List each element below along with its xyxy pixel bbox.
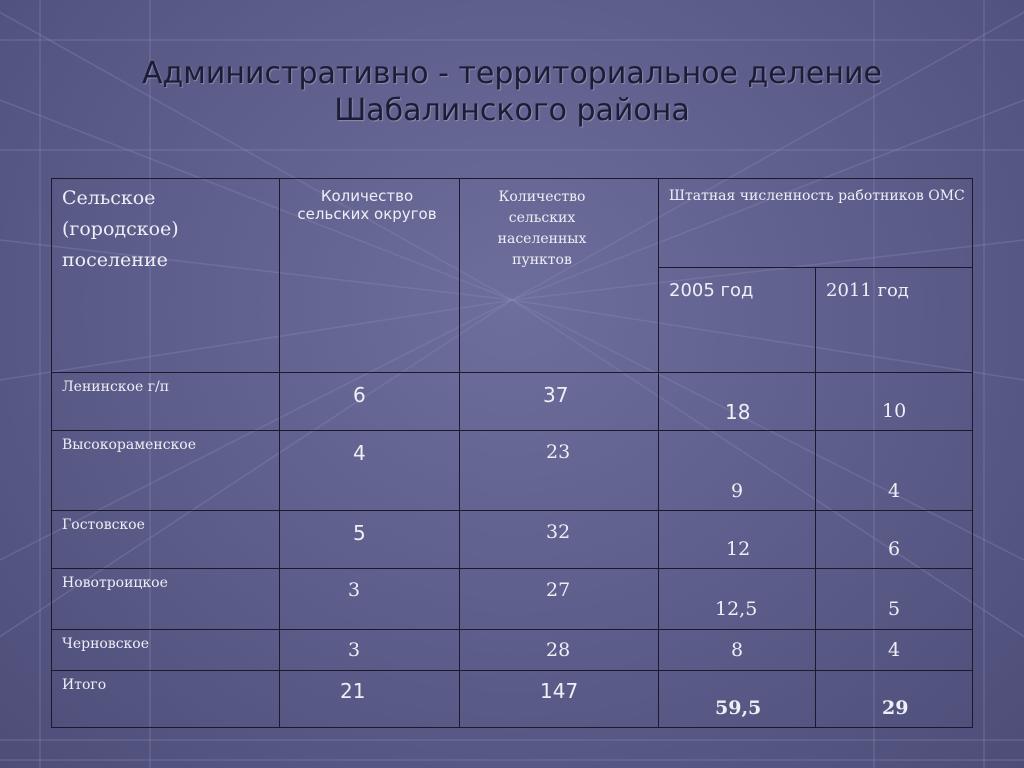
row-name: Гостовское: [51, 510, 280, 569]
y2005-value: 59,5: [715, 697, 762, 719]
y2011-value: 5: [888, 598, 901, 620]
row-districts: 5: [279, 510, 460, 569]
points-value: 23: [546, 441, 571, 463]
y2005-value: 8: [731, 639, 744, 661]
districts-value: 5: [353, 521, 366, 545]
row-2005: 8: [658, 629, 816, 671]
row-points: 23: [459, 430, 659, 511]
y2011-value: 6: [888, 538, 901, 560]
points-value: 32: [546, 521, 571, 543]
header-rural-districts: Количество сельских округов: [279, 178, 460, 373]
row-2005: 59,5: [658, 670, 816, 728]
districts-value: 3: [348, 639, 361, 661]
y2011-value: 4: [888, 480, 901, 502]
row-districts: 3: [279, 629, 460, 671]
districts-value: 3: [348, 579, 361, 601]
row-name: Новотроицкое: [51, 568, 280, 630]
y2011-value: 4: [888, 639, 901, 661]
districts-value: 6: [353, 383, 366, 407]
row-points: 32: [459, 510, 659, 569]
points-value: 28: [546, 639, 571, 661]
points-value: 37: [543, 383, 569, 407]
row-name: Ленинское г/п: [51, 372, 280, 431]
districts-value: 4: [353, 441, 366, 465]
row-2011: 5: [815, 568, 973, 630]
title-line-1: Административно - территориальное делени…: [142, 56, 882, 91]
row-points: 37: [459, 372, 659, 431]
y2005-value: 18: [725, 400, 751, 424]
y2005-value: 9: [731, 480, 744, 502]
points-value: 147: [540, 679, 579, 703]
y2011-value: 29: [882, 697, 909, 719]
row-points: 147: [459, 670, 659, 728]
y2011-value: 10: [882, 400, 907, 422]
y2005-value: 12: [726, 538, 751, 560]
row-name: Черновское: [51, 629, 280, 671]
row-districts: 3: [279, 568, 460, 630]
header-rural-districts-label: Количество сельских округов: [297, 187, 437, 223]
header-staff-label: Штатная численность работников ОМС: [669, 188, 965, 204]
row-2005: 9: [658, 430, 816, 511]
row-2011: 29: [815, 670, 973, 728]
row-2011: 6: [815, 510, 973, 569]
header-staff: Штатная численность работников ОМС: [658, 178, 973, 268]
page-title: Административно - территориальное делени…: [0, 55, 1024, 129]
row-2005: 18: [658, 372, 816, 431]
header-settlement: Сельское (городское) поселение: [51, 178, 280, 373]
points-value: 27: [546, 579, 571, 601]
row-2011: 4: [815, 430, 973, 511]
row-name: Высокораменское: [51, 430, 280, 511]
header-year-2011: 2011 год: [815, 267, 973, 373]
header-settlement-count-label: Количество сельских населенных пунктов: [497, 189, 587, 268]
row-2005: 12: [658, 510, 816, 569]
districts-value: 21: [340, 679, 366, 703]
row-districts: 21: [279, 670, 460, 728]
row-points: 28: [459, 629, 659, 671]
header-year-2005: 2005 год: [658, 267, 816, 373]
row-2005: 12,5: [658, 568, 816, 630]
row-2011: 10: [815, 372, 973, 431]
row-districts: 6: [279, 372, 460, 431]
row-2011: 4: [815, 629, 973, 671]
row-name: Итого: [51, 670, 280, 728]
title-line-2: Шабалинского района: [334, 93, 690, 128]
y2005-value: 12,5: [715, 598, 758, 620]
row-districts: 4: [279, 430, 460, 511]
row-points: 27: [459, 568, 659, 630]
header-settlement-count: Количество сельских населенных пунктов: [459, 178, 659, 373]
